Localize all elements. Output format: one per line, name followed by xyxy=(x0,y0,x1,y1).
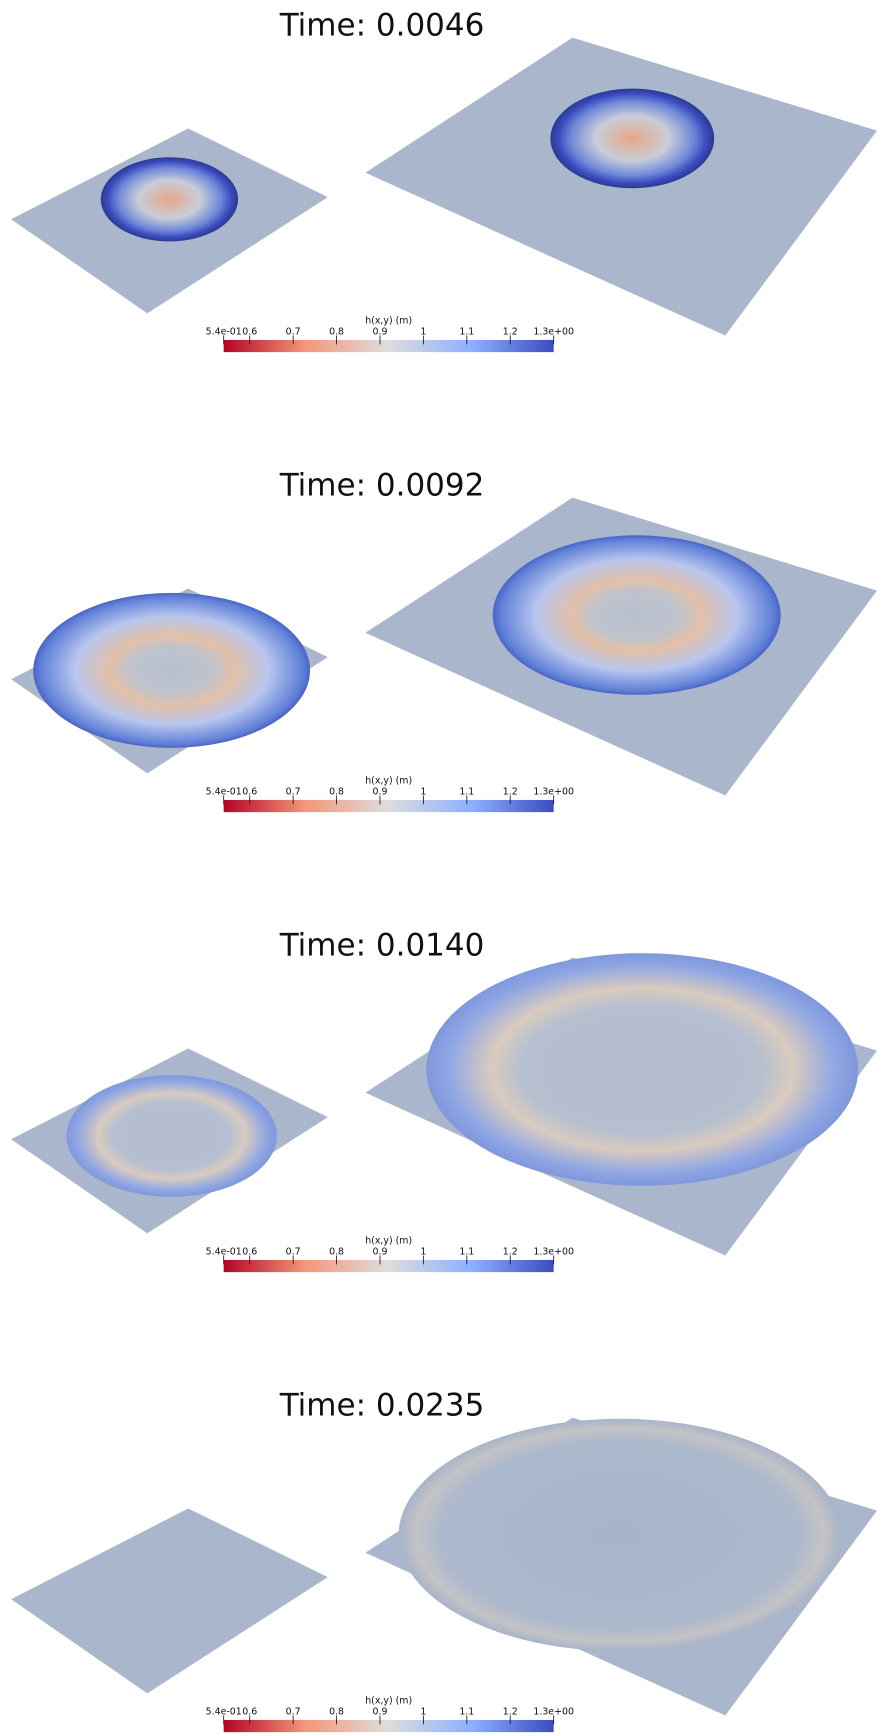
colorbar-tick-label: 0.6 xyxy=(242,1246,257,1257)
colorbar-tick-label: 1.2 xyxy=(503,786,518,797)
colorbar-tick-label: 5.4e-01 xyxy=(206,1706,242,1717)
colorbar-tick-label: 1.3e+00 xyxy=(533,1246,574,1257)
colorbar-label: h(x,y) (m) xyxy=(365,1235,412,1246)
colorbar-tick-label: 0.9 xyxy=(373,1246,388,1257)
colorbar-label: h(x,y) (m) xyxy=(365,315,412,326)
colorbar-tick-label: 0.9 xyxy=(373,326,388,337)
colorbar-tick-label: 1.1 xyxy=(459,326,474,337)
colorbar-tick-label: 1.2 xyxy=(503,1706,518,1717)
colorbar xyxy=(224,800,554,812)
colorbar-tick-label: 1.2 xyxy=(503,326,518,337)
colorbar-tick-label: 0.7 xyxy=(286,1706,301,1717)
colorbar-tick-label: 0.6 xyxy=(242,786,257,797)
colorbar-tick-label: 1.3e+00 xyxy=(533,1706,574,1717)
colorbar-tick-label: 0.9 xyxy=(373,786,388,797)
colorbar-tick-label: 5.4e-01 xyxy=(206,1246,242,1257)
wave-large xyxy=(426,953,858,1186)
page: {"panels": [ {"title": "Time: 0.0046", "… xyxy=(0,0,877,1736)
colorbar-tick-label: 0.6 xyxy=(242,326,257,337)
colorbar-tick-label: 0.9 xyxy=(373,1706,388,1717)
colorbar-tick-label: 1.1 xyxy=(459,786,474,797)
colorbar xyxy=(224,340,554,352)
colorbar-tick-label: 1.1 xyxy=(459,1246,474,1257)
colorbar-tick-label: 1.1 xyxy=(459,1706,474,1717)
panel-title: Time: 0.0235 xyxy=(279,1387,485,1423)
colorbar xyxy=(224,1720,554,1732)
colorbar-tick-label: 1.2 xyxy=(503,1246,518,1257)
colorbar-label: h(x,y) (m) xyxy=(365,1695,412,1706)
colorbar-tick-label: 1 xyxy=(420,1246,426,1257)
colorbar xyxy=(224,1260,554,1272)
colorbar-tick-label: 1 xyxy=(420,1706,426,1717)
colorbar-tick-label: 1.3e+00 xyxy=(533,786,574,797)
colorbar-label: h(x,y) (m) xyxy=(365,775,412,786)
wave-large xyxy=(550,89,714,189)
wave-small xyxy=(101,157,238,241)
wave-small xyxy=(66,1075,276,1197)
colorbar-tick-label: 1 xyxy=(420,786,426,797)
panel-title: Time: 0.0092 xyxy=(279,467,485,503)
colorbar-tick-label: 5.4e-01 xyxy=(206,326,242,337)
colorbar-tick-label: 0.6 xyxy=(242,1706,257,1717)
colorbar-tick-label: 0.8 xyxy=(329,326,344,337)
colorbar-tick-label: 0.7 xyxy=(286,1246,301,1257)
surface-small xyxy=(11,1508,328,1693)
colorbar-tick-label: 0.7 xyxy=(286,786,301,797)
wave-large xyxy=(399,1419,842,1652)
colorbar-tick-label: 0.8 xyxy=(329,786,344,797)
figure: Time: 0.0046h(x,y) (m)5.4e-010.60.70.80.… xyxy=(0,0,877,1736)
colorbar-tick-label: 1 xyxy=(420,326,426,337)
panel-title: Time: 0.0046 xyxy=(279,7,485,43)
colorbar-tick-label: 1.3e+00 xyxy=(533,326,574,337)
colorbar-tick-label: 0.8 xyxy=(329,1706,344,1717)
colorbar-tick-label: 0.7 xyxy=(286,326,301,337)
panel-title: Time: 0.0140 xyxy=(279,927,485,963)
colorbar-tick-label: 5.4e-01 xyxy=(206,786,242,797)
wave-large xyxy=(493,535,781,694)
wave-small xyxy=(33,593,310,748)
colorbar-tick-label: 0.8 xyxy=(329,1246,344,1257)
